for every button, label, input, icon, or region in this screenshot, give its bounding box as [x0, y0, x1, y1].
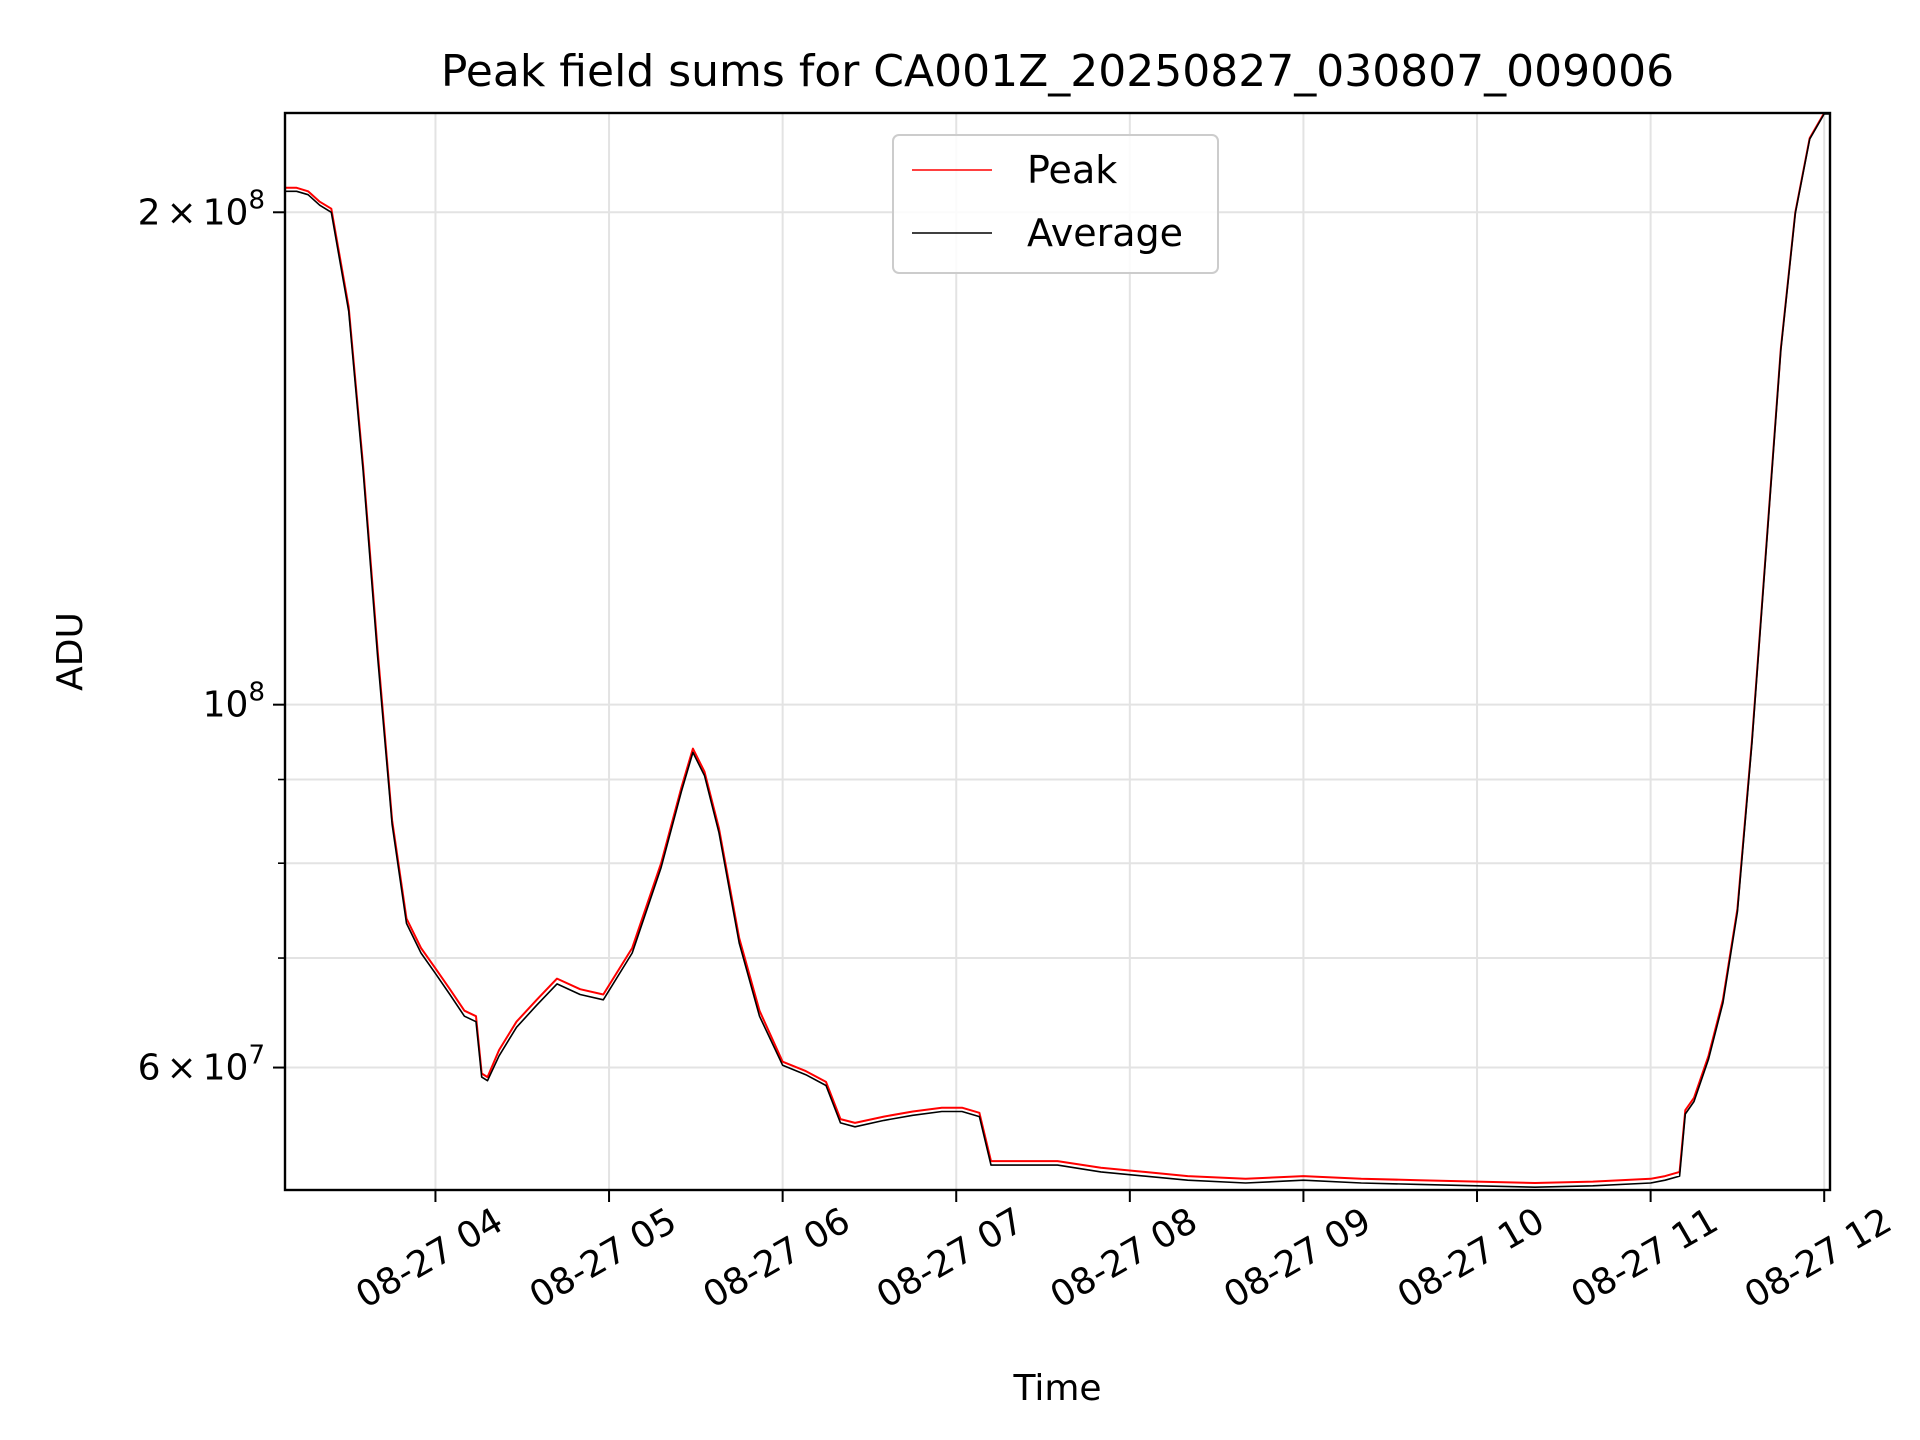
y-tick-label: 6 × 107 [138, 1041, 265, 1089]
legend: Peak Average [892, 134, 1219, 274]
plot-frame [283, 111, 1832, 1192]
chart-title: Peak field sums for CA001Z_20250827_0308… [441, 46, 1674, 97]
y-axis-label: ADU [50, 612, 91, 691]
x-axis-label: Time [1012, 1368, 1101, 1409]
y-tick-ten: 10 [203, 192, 249, 233]
legend-label-peak: Peak [1027, 148, 1117, 192]
y-tick-label: 2 × 108 [138, 185, 265, 233]
y-tick-label: 108 [203, 678, 265, 726]
series-layer [285, 112, 1830, 1188]
y-tick-exponent: 8 [248, 185, 265, 215]
series-line-average [285, 113, 1830, 1188]
y-tick-base: 6 [138, 1048, 161, 1089]
legend-label-average: Average [1027, 211, 1183, 255]
y-tick-ten: 10 [203, 685, 249, 726]
y-tick-ten: 10 [203, 1048, 249, 1089]
y-tick-exponent: 7 [248, 1041, 265, 1071]
y-tick-times: × [166, 192, 196, 233]
y-tick-exponent: 8 [248, 678, 265, 708]
y-tick-base: 2 [138, 192, 161, 233]
grid [285, 113, 1830, 1190]
y-tick-times: × [166, 1048, 196, 1089]
